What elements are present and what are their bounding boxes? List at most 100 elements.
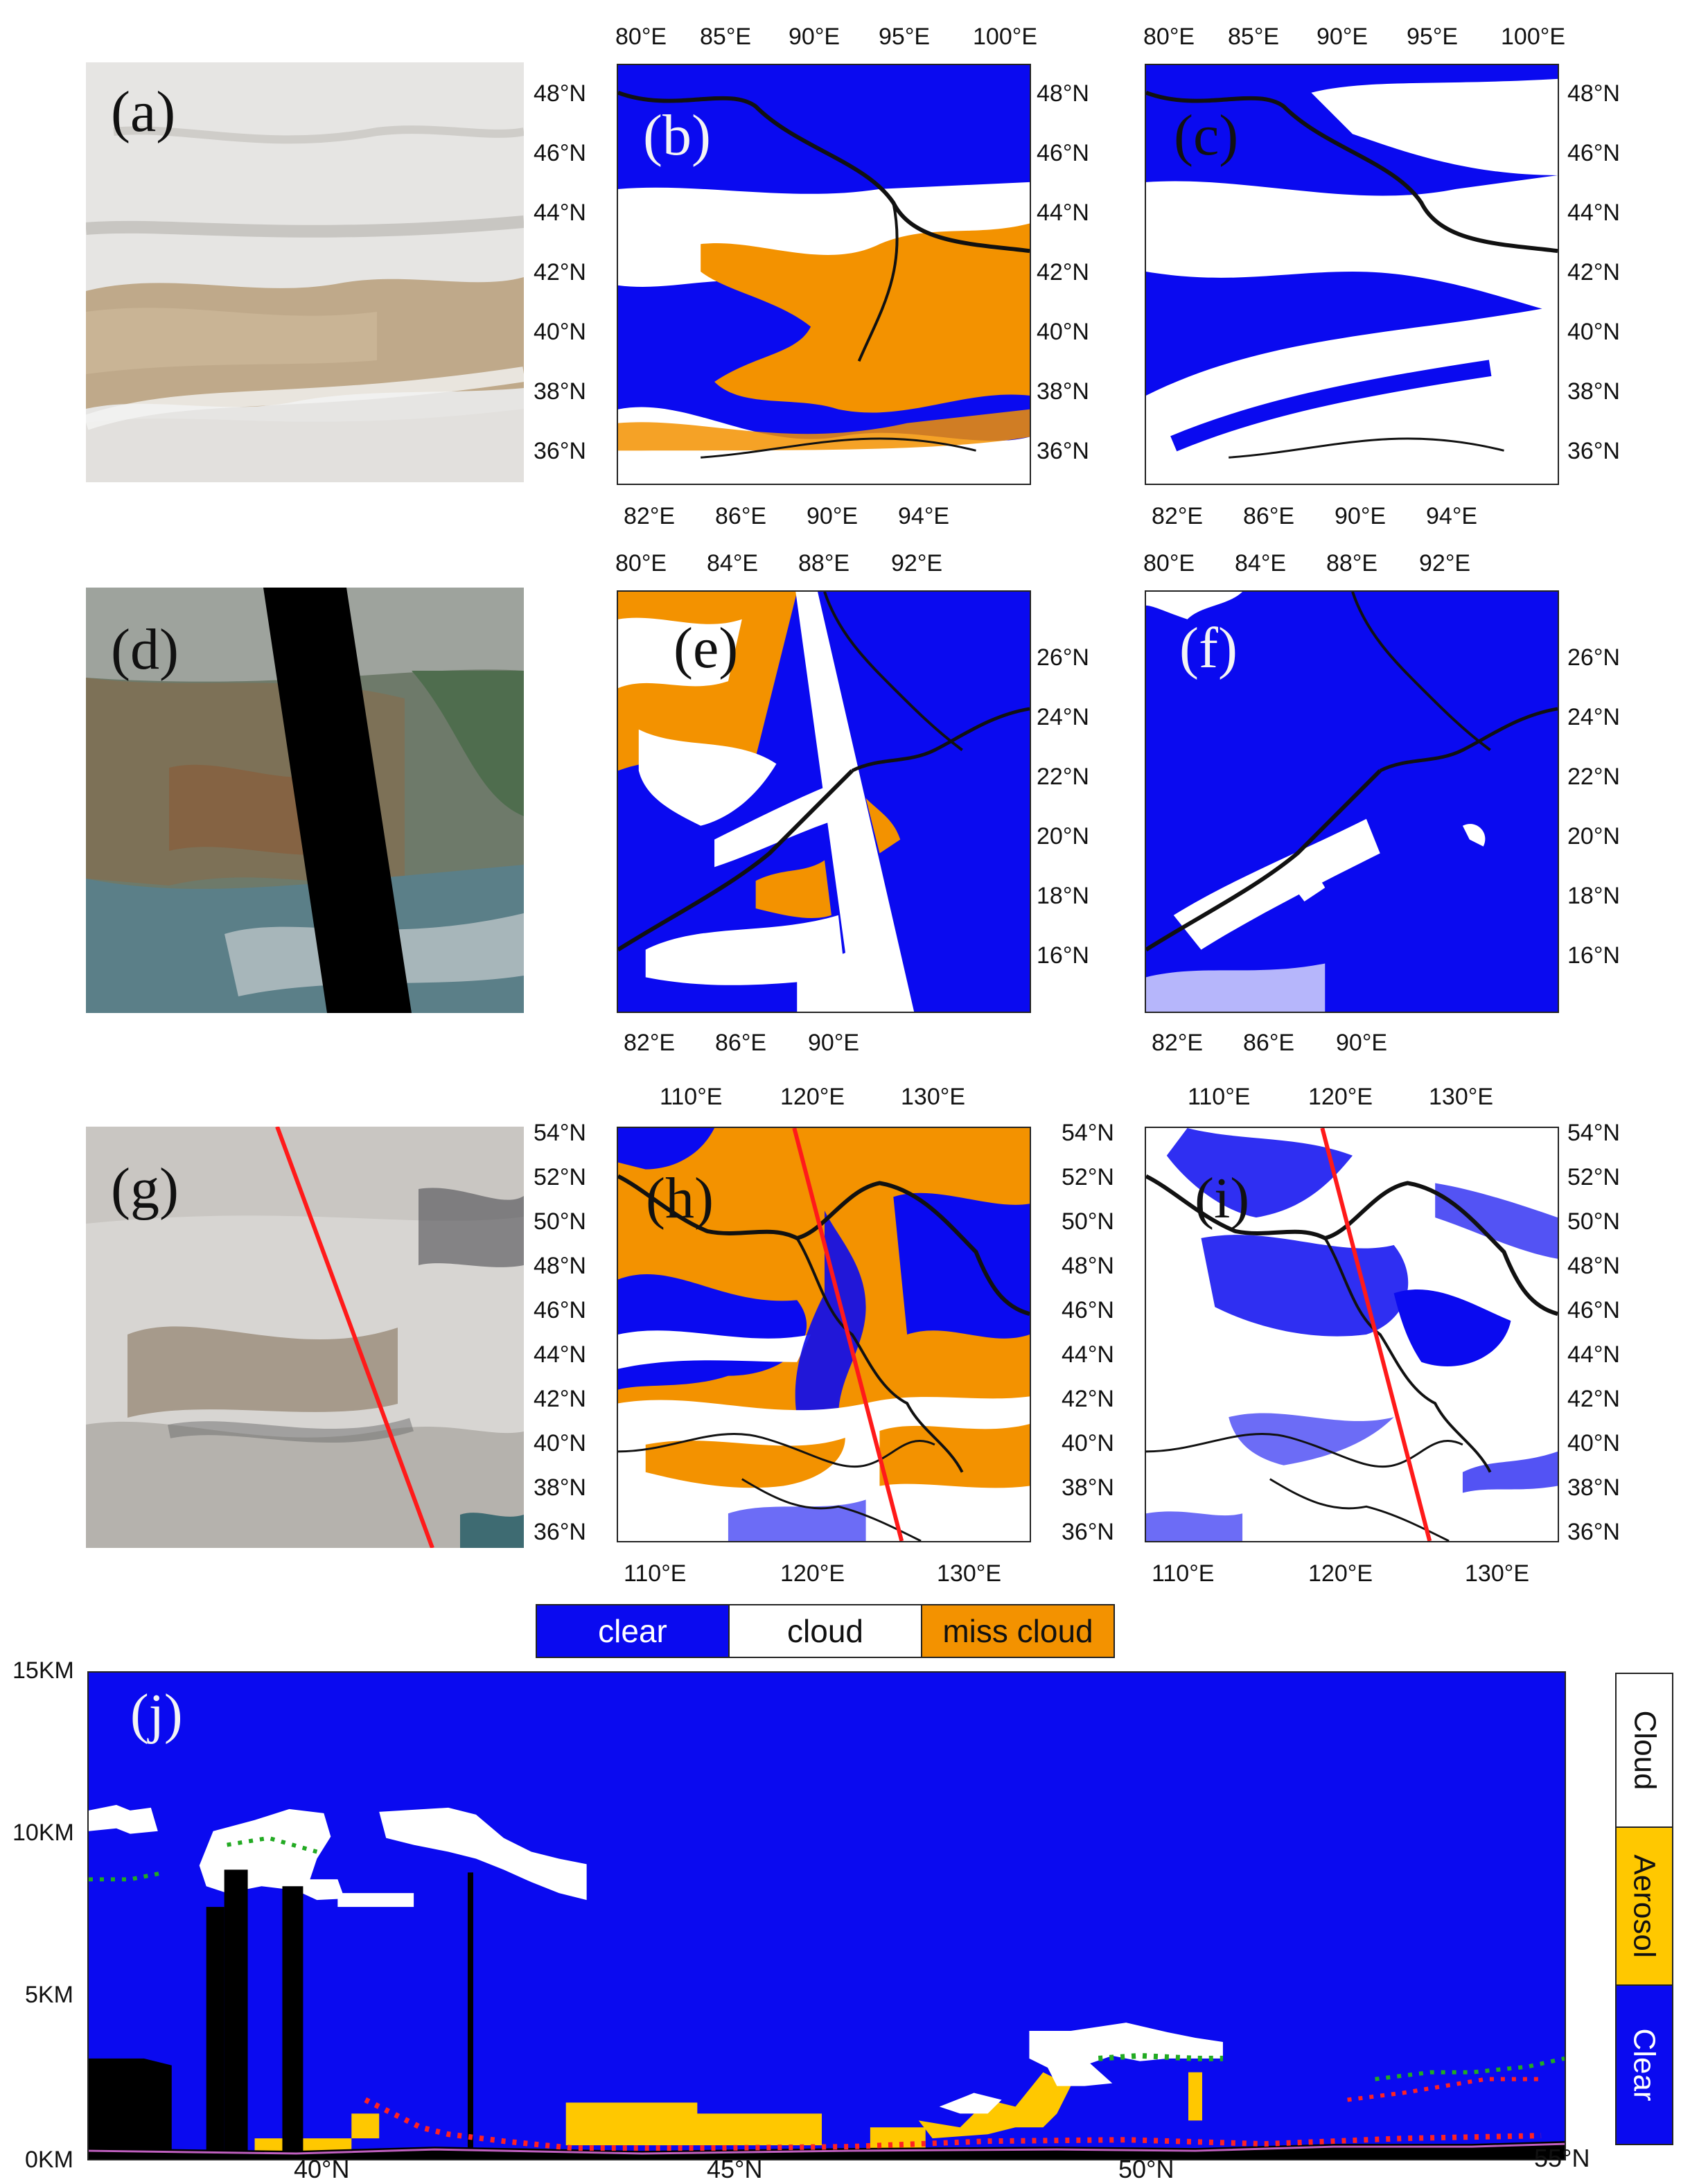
y-tick-15km: 15KM bbox=[12, 1657, 74, 1684]
lon-tick: 100°E bbox=[973, 24, 1038, 50]
lat-tick: 42°N bbox=[1567, 259, 1620, 285]
lat-tick: 54°N bbox=[534, 1120, 586, 1146]
y-tick-10km: 10KM bbox=[12, 1820, 74, 1846]
lon-tick: 86°E bbox=[715, 503, 767, 529]
lon-tick: 82°E bbox=[1152, 503, 1204, 529]
lat-tick: 42°N bbox=[534, 259, 586, 285]
lat-tick: 40°N bbox=[1567, 1430, 1620, 1456]
lat-tick: 16°N bbox=[1037, 942, 1089, 969]
lat-tick: 44°N bbox=[1567, 1341, 1620, 1368]
lon-tick: 84°E bbox=[707, 550, 759, 576]
lat-tick: 18°N bbox=[1037, 883, 1089, 909]
lat-tick: 40°N bbox=[534, 319, 586, 345]
cloud-detection-map-e bbox=[618, 592, 1030, 1012]
legend-class-cloud-label: Cloud bbox=[1628, 1710, 1662, 1790]
lat-tick: 40°N bbox=[1062, 1430, 1114, 1456]
satellite-track-line bbox=[792, 1128, 904, 1541]
cloud-detection-map-f bbox=[1146, 592, 1558, 1012]
map-panel-b: (b) bbox=[617, 64, 1031, 485]
legend-class-aerosol: Aerosol bbox=[1617, 1828, 1672, 1986]
lat-tick: 36°N bbox=[534, 438, 586, 464]
legend-class-aerosol-label: Aerosol bbox=[1628, 1854, 1662, 1958]
lat-tick: 38°N bbox=[1567, 378, 1620, 405]
map-panel-h: (h) bbox=[617, 1127, 1031, 1542]
lon-tick: 130°E bbox=[901, 1084, 966, 1110]
lon-tick: 80°E bbox=[615, 24, 667, 50]
lon-tick: 86°E bbox=[1243, 503, 1295, 529]
panel-label-b: (b) bbox=[643, 103, 711, 168]
lon-tick: 90°E bbox=[789, 24, 840, 50]
panel-label-g: (g) bbox=[111, 1156, 179, 1221]
x-tick-55n: 55°N bbox=[1534, 2144, 1590, 2172]
lat-tick: 46°N bbox=[1062, 1297, 1114, 1323]
lon-tick: 95°E bbox=[1407, 24, 1459, 50]
map-panel-i: (i) bbox=[1145, 1127, 1559, 1542]
lat-tick: 52°N bbox=[1567, 1164, 1620, 1190]
lon-tick: 90°E bbox=[807, 503, 859, 529]
lon-tick: 82°E bbox=[624, 503, 676, 529]
map-panel-e: (e) bbox=[617, 590, 1031, 1013]
lat-tick: 22°N bbox=[1567, 764, 1620, 790]
lat-tick: 36°N bbox=[1062, 1519, 1114, 1545]
lat-tick: 44°N bbox=[1037, 200, 1089, 226]
lat-tick: 48°N bbox=[1567, 1253, 1620, 1279]
legend-cloud: cloud bbox=[728, 1605, 922, 1657]
lon-tick: 80°E bbox=[1143, 550, 1195, 576]
cloud-detection-map-i bbox=[1146, 1128, 1558, 1541]
lon-tick: 120°E bbox=[780, 1560, 845, 1587]
y-tick-5km: 5KM bbox=[25, 1982, 73, 2008]
lon-tick: 88°E bbox=[798, 550, 850, 576]
lat-tick: 36°N bbox=[1567, 1519, 1620, 1545]
x-tick-45n: 45°N bbox=[707, 2155, 763, 2183]
lat-tick: 42°N bbox=[1567, 1386, 1620, 1412]
lat-tick: 24°N bbox=[1567, 704, 1620, 730]
legend-miss-cloud: miss cloud bbox=[922, 1605, 1114, 1657]
cloud-detection-map-h bbox=[618, 1128, 1030, 1541]
lon-tick: 95°E bbox=[879, 24, 931, 50]
lon-tick: 110°E bbox=[624, 1560, 687, 1587]
lat-tick: 48°N bbox=[534, 80, 586, 107]
lat-tick: 38°N bbox=[1062, 1474, 1114, 1501]
lon-tick: 92°E bbox=[891, 550, 943, 576]
lat-tick: 40°N bbox=[1037, 319, 1089, 345]
panel-label-c: (c) bbox=[1174, 103, 1239, 168]
lon-tick: 86°E bbox=[1243, 1030, 1295, 1056]
panel-label-j: (j) bbox=[130, 1684, 183, 1745]
lat-tick: 44°N bbox=[534, 1341, 586, 1368]
lat-tick: 54°N bbox=[1062, 1120, 1114, 1146]
map-panel-c: (c) bbox=[1145, 64, 1559, 485]
lat-tick: 20°N bbox=[1567, 823, 1620, 849]
x-tick-40n: 40°N bbox=[294, 2155, 350, 2183]
vertical-profile-panel: (j) bbox=[87, 1671, 1566, 2160]
lat-tick: 42°N bbox=[1037, 259, 1089, 285]
satellite-scene-a bbox=[86, 62, 524, 482]
lon-tick: 130°E bbox=[937, 1560, 1002, 1587]
lat-tick: 50°N bbox=[1062, 1208, 1114, 1235]
panel-label-e: (e) bbox=[674, 616, 739, 680]
lon-tick: 85°E bbox=[700, 24, 752, 50]
legend-class-cloud: Cloud bbox=[1617, 1674, 1672, 1828]
true-color-image-g: (g) bbox=[86, 1127, 524, 1548]
lat-tick: 42°N bbox=[534, 1386, 586, 1412]
lon-tick: 110°E bbox=[1152, 1560, 1215, 1587]
legend-class-clear: Clear bbox=[1617, 1986, 1672, 2144]
true-color-image-d: (d) bbox=[86, 588, 524, 1013]
lon-tick: 110°E bbox=[660, 1084, 723, 1110]
lat-tick: 20°N bbox=[1037, 823, 1089, 849]
lat-tick: 36°N bbox=[534, 1519, 586, 1545]
lon-tick: 90°E bbox=[808, 1030, 860, 1056]
classification-legend: clear cloud miss cloud bbox=[536, 1604, 1115, 1658]
lat-tick: 40°N bbox=[534, 1430, 586, 1456]
lat-tick: 42°N bbox=[1062, 1386, 1114, 1412]
lat-tick: 26°N bbox=[1037, 644, 1089, 671]
satellite-track-line bbox=[1320, 1128, 1432, 1541]
lat-tick: 18°N bbox=[1567, 883, 1620, 909]
panel-label-i: (i) bbox=[1195, 1166, 1250, 1231]
lon-tick: 88°E bbox=[1326, 550, 1378, 576]
lon-tick: 100°E bbox=[1501, 24, 1566, 50]
panel-label-a: (a) bbox=[111, 80, 176, 144]
lat-tick: 38°N bbox=[534, 1474, 586, 1501]
lat-tick: 48°N bbox=[534, 1253, 586, 1279]
lon-tick: 120°E bbox=[1308, 1084, 1373, 1110]
lat-tick: 26°N bbox=[1567, 644, 1620, 671]
